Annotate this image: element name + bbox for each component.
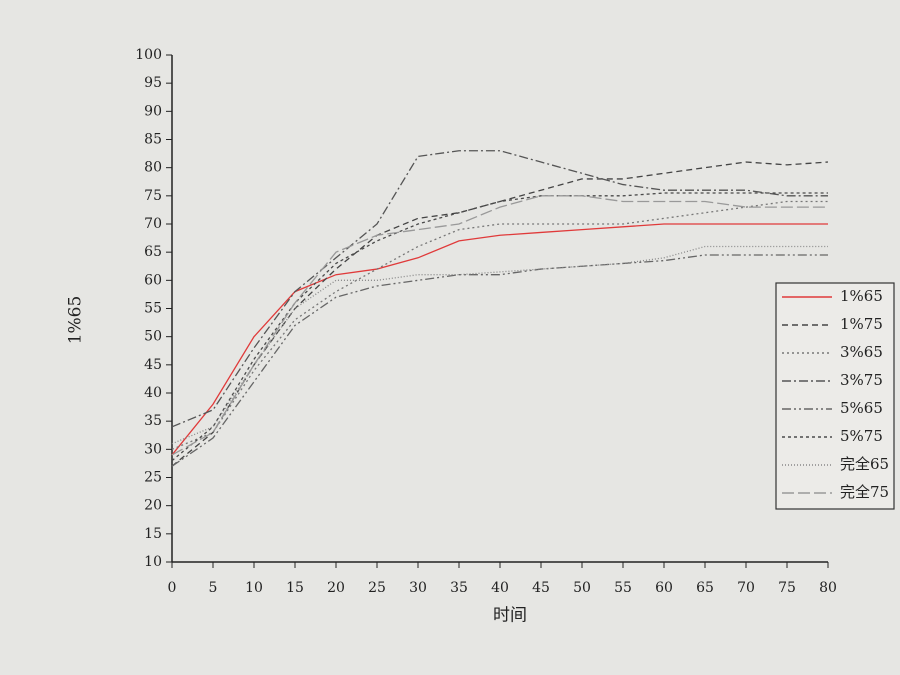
series-line <box>171 223 828 456</box>
x-tick-label: 70 <box>737 580 755 596</box>
legend-label: 3%75 <box>840 371 883 389</box>
series-line <box>171 200 828 450</box>
x-tick-label: 55 <box>614 580 632 596</box>
y-tick-label: 35 <box>144 413 162 429</box>
legend-label: 1%65 <box>840 287 883 305</box>
legend-label: 完全75 <box>840 483 889 501</box>
y-axis-label: 1%65 <box>66 296 86 345</box>
x-tick-label: 25 <box>368 580 386 596</box>
y-tick-label: 55 <box>144 301 162 317</box>
series-line <box>171 150 828 428</box>
y-tick-label: 10 <box>144 554 162 570</box>
series-line <box>171 195 828 456</box>
legend-label: 3%65 <box>840 343 883 361</box>
y-tick-label: 40 <box>144 385 162 401</box>
y-tick-label: 15 <box>144 526 162 542</box>
x-tick-label: 10 <box>245 580 263 596</box>
y-tick-label: 45 <box>144 357 162 373</box>
legend-box <box>775 282 895 510</box>
x-tick-label: 60 <box>655 580 673 596</box>
x-tick-label: 20 <box>327 580 345 596</box>
y-tick-label: 100 <box>135 47 162 63</box>
legend-label: 5%65 <box>840 399 883 417</box>
legend-label: 5%75 <box>840 427 883 445</box>
y-tick-label: 20 <box>144 498 162 514</box>
x-tick-label: 30 <box>409 580 427 596</box>
legend-label: 1%75 <box>840 315 883 333</box>
x-axis-label: 时间 <box>493 606 527 626</box>
y-tick-label: 85 <box>144 132 162 148</box>
legend-label: 完全65 <box>840 455 889 473</box>
x-tick-label: 65 <box>696 580 714 596</box>
x-tick-label: 15 <box>286 580 304 596</box>
x-tick-label: 0 <box>168 580 177 596</box>
y-tick-label: 90 <box>144 103 162 119</box>
y-tick-label: 65 <box>144 244 162 260</box>
y-tick-label: 50 <box>144 329 162 345</box>
x-tick-label: 40 <box>491 580 509 596</box>
series-line <box>171 254 828 467</box>
y-tick-label: 75 <box>144 188 162 204</box>
y-tick-label: 30 <box>144 441 162 457</box>
x-tick-label: 35 <box>450 580 468 596</box>
x-tick-label: 5 <box>209 580 218 596</box>
y-tick-label: 95 <box>144 75 162 91</box>
x-tick-label: 80 <box>819 580 837 596</box>
x-tick-label: 75 <box>778 580 796 596</box>
y-tick-label: 60 <box>144 272 162 288</box>
x-tick-label: 50 <box>573 580 591 596</box>
y-tick-label: 25 <box>144 470 162 486</box>
series-line <box>171 245 828 445</box>
series-line <box>171 192 828 462</box>
x-tick-label: 45 <box>532 580 550 596</box>
y-tick-label: 70 <box>144 216 162 232</box>
y-tick-label: 80 <box>144 160 162 176</box>
